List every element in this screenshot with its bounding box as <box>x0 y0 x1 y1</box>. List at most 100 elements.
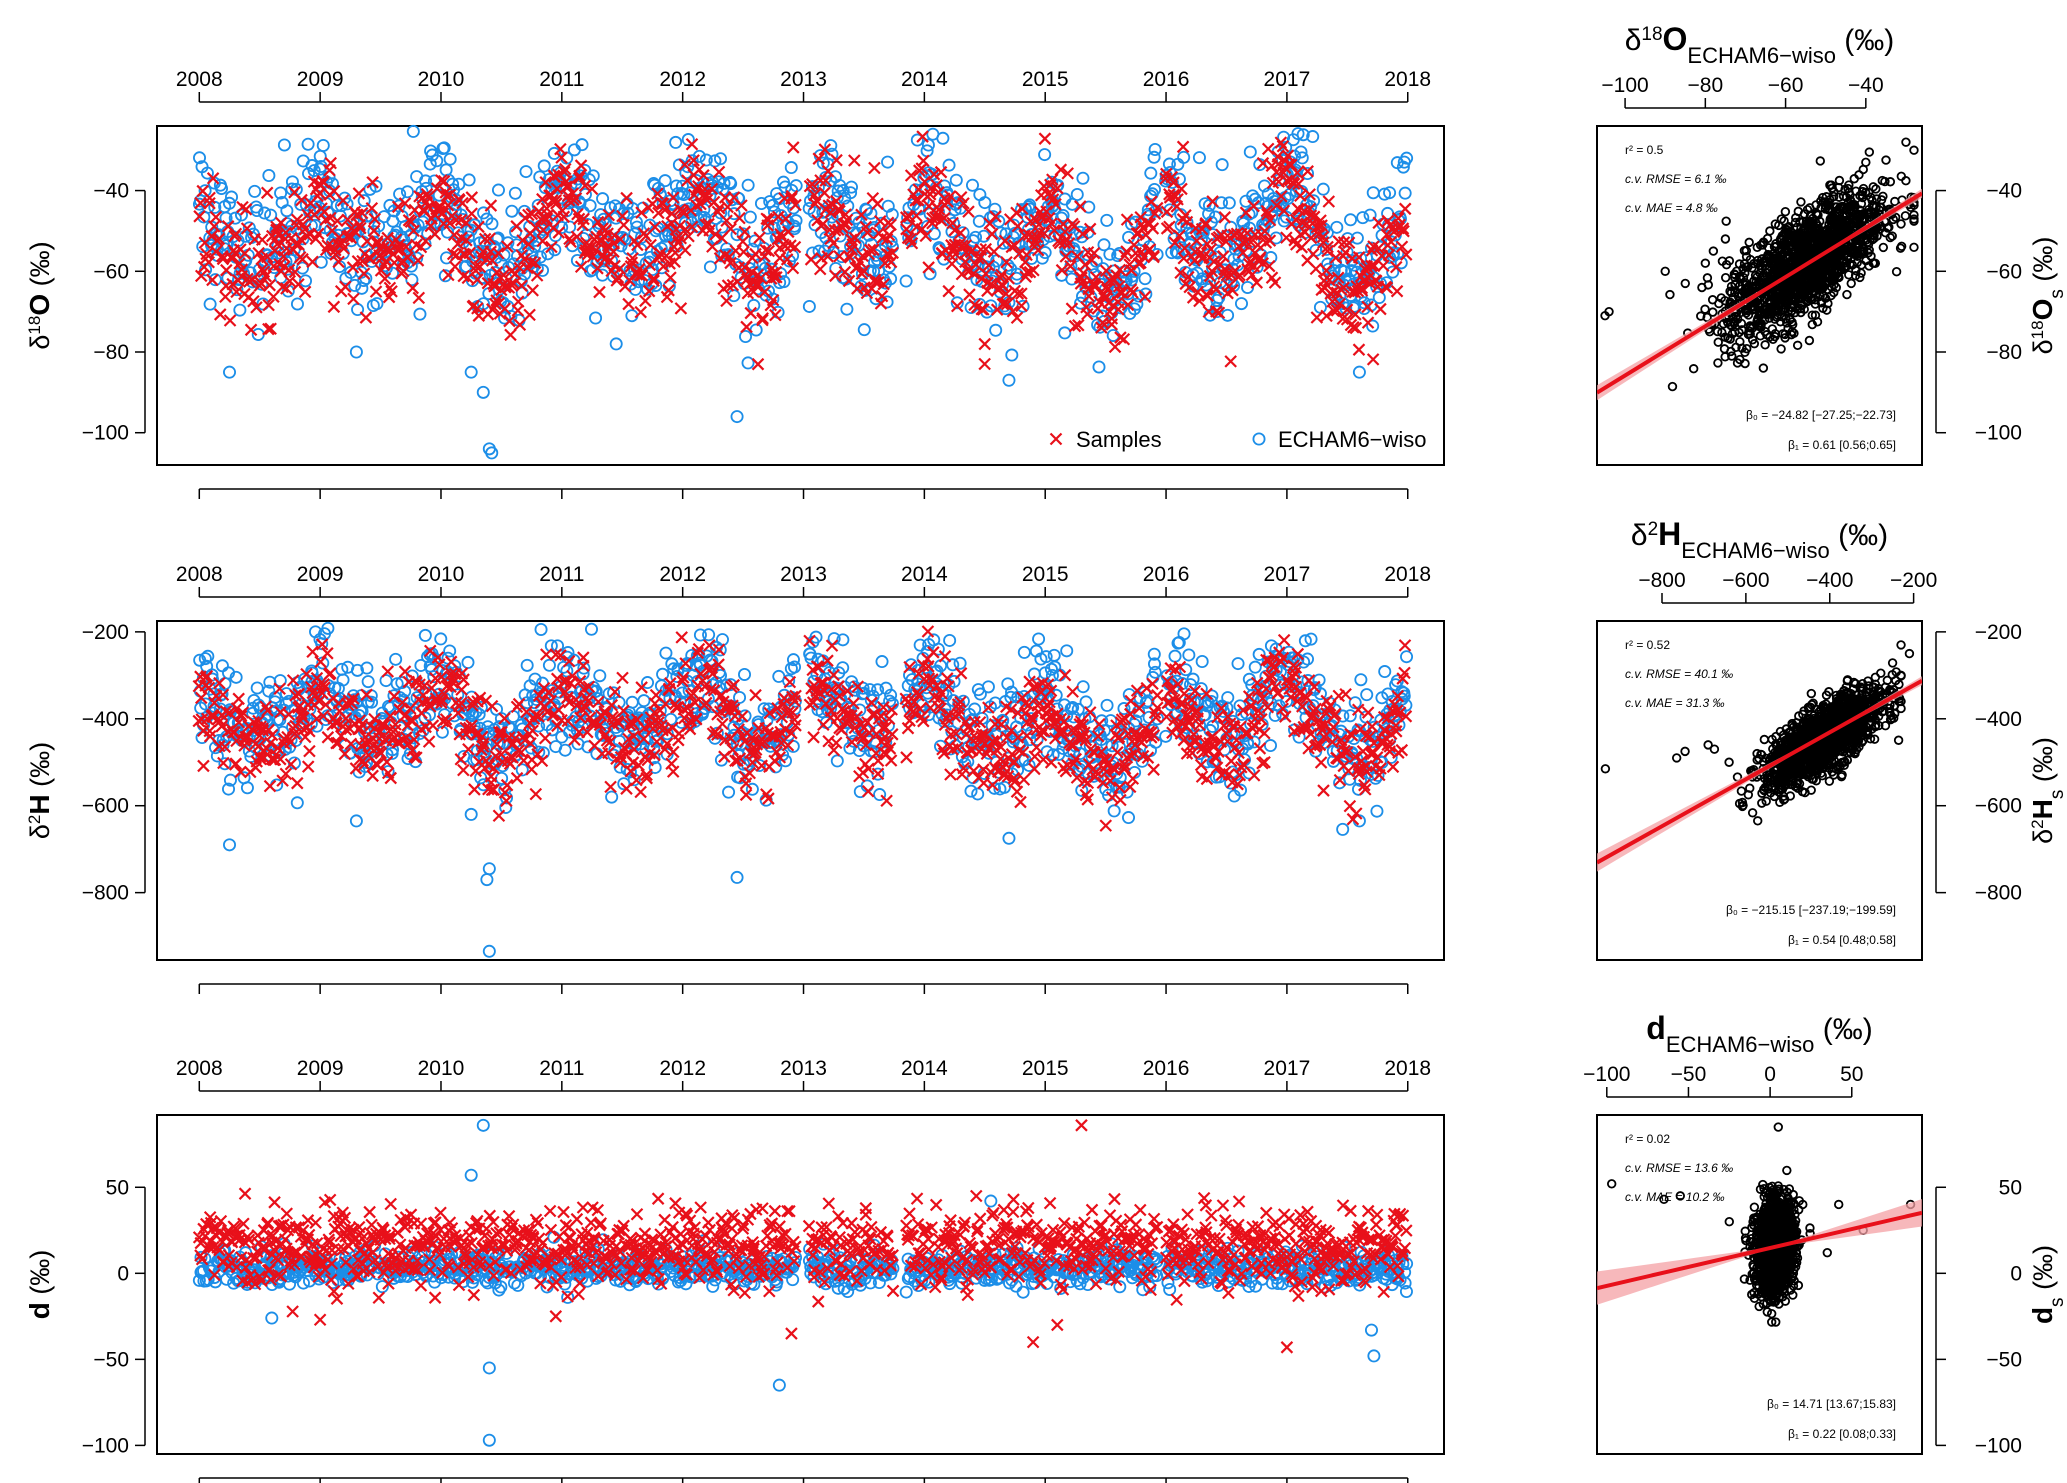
echam-point <box>699 153 713 167</box>
echam-point <box>1231 657 1245 671</box>
echam-point <box>534 622 548 636</box>
echam-point <box>1202 198 1216 212</box>
echam-point <box>250 204 264 218</box>
echam-outlier <box>464 365 478 379</box>
echam-point <box>250 681 264 695</box>
scatter-point <box>1660 266 1670 276</box>
scatter-point <box>1713 337 1723 347</box>
scatter-point <box>1804 335 1815 346</box>
y-tick-label: −400 <box>82 708 129 731</box>
sample-point <box>255 233 269 247</box>
echam-point <box>702 628 716 642</box>
sample-point <box>1160 205 1174 219</box>
echam-point <box>749 323 763 337</box>
echam-point <box>462 173 476 187</box>
echam-point <box>844 186 858 200</box>
echam-point <box>1127 264 1141 278</box>
scatter-point <box>1796 197 1806 207</box>
sample-point <box>406 281 420 295</box>
echam-point <box>1366 186 1380 200</box>
sample-point <box>942 284 955 298</box>
scatter-point <box>1667 381 1678 392</box>
echam-point <box>1100 698 1114 712</box>
sample-point <box>736 235 750 248</box>
echam-point <box>1208 210 1222 224</box>
echam-point <box>943 633 957 647</box>
echam-point <box>290 796 304 810</box>
stat-mae: c.v. MAE = 4.8 ‰ <box>1625 201 1718 215</box>
echam-point <box>766 292 780 306</box>
y-tick-label: −100 <box>82 422 129 445</box>
sample-point <box>848 154 861 167</box>
echam-point <box>258 206 272 220</box>
scatter-point <box>1815 156 1825 166</box>
echam-point <box>570 253 584 267</box>
sample-point <box>1361 316 1375 329</box>
echam-point <box>589 311 603 325</box>
y-tick-label: −80 <box>93 341 129 364</box>
echam-point <box>1295 151 1309 165</box>
echam-point <box>658 174 672 188</box>
echam-point <box>1291 127 1305 141</box>
echam-point <box>555 220 569 234</box>
echam-point <box>200 166 214 180</box>
echam-point <box>830 754 844 768</box>
echam-point <box>277 138 291 152</box>
y-tick-label: −60 <box>93 260 129 283</box>
echam-point <box>280 204 294 218</box>
sample-point <box>674 302 688 315</box>
echam-point <box>921 219 935 233</box>
echam-point <box>1076 680 1090 694</box>
echam-point <box>1082 200 1096 214</box>
echam-point <box>224 190 238 204</box>
echam-point <box>1221 308 1235 322</box>
sample-point <box>756 312 769 325</box>
echam-point <box>936 131 950 145</box>
echam-point <box>193 151 207 165</box>
sample-point <box>1352 343 1366 356</box>
sample-point <box>366 176 379 189</box>
echam-point <box>1148 142 1162 156</box>
echam-point <box>203 297 217 311</box>
x-tick-label: −80 <box>1688 74 1724 97</box>
echam-point <box>1222 196 1236 210</box>
scatter-point <box>1909 242 1919 253</box>
echam-point <box>498 311 512 325</box>
echam-point <box>228 211 242 225</box>
echam-point <box>715 633 729 647</box>
echam-point <box>1336 822 1350 836</box>
echam-point <box>864 206 878 220</box>
echam-point <box>419 174 433 188</box>
echam-point <box>1023 198 1037 212</box>
echam-point <box>950 296 964 310</box>
echam-point <box>977 229 991 243</box>
scatter-point <box>1864 147 1875 157</box>
echam-point <box>824 139 838 153</box>
sample-point <box>327 300 341 314</box>
x-tick-label: 2011 <box>539 68 584 91</box>
echam-point <box>714 152 728 166</box>
sample-point <box>223 314 237 327</box>
echam-point <box>1398 186 1412 200</box>
y-axis-title: δ18O (‰) <box>24 241 55 349</box>
echam-point <box>884 272 898 286</box>
echam-point <box>299 274 313 288</box>
echam-point <box>520 658 534 672</box>
echam-point <box>584 622 598 636</box>
echam-point <box>208 273 222 287</box>
echam-point <box>1243 221 1257 235</box>
x-tick-label: 2016 <box>1143 68 1190 91</box>
echam-point <box>434 632 448 646</box>
sample-point <box>787 141 800 154</box>
echam-point <box>434 218 448 232</box>
echam-point <box>437 141 451 155</box>
echam-point <box>537 159 551 173</box>
echam-point <box>1263 739 1277 753</box>
echam-point <box>1056 208 1070 222</box>
echam-point <box>978 196 992 210</box>
sample-point <box>504 328 517 342</box>
echam-point <box>248 184 262 198</box>
echam-point <box>406 124 420 138</box>
echam-point <box>787 219 801 233</box>
echam-point <box>949 173 963 187</box>
